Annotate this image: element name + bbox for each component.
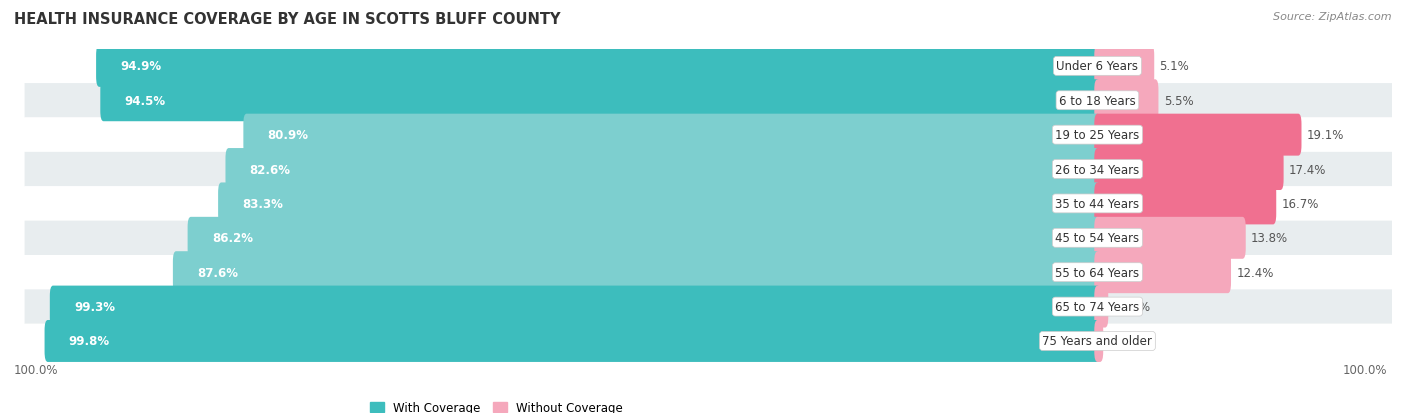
Text: 26 to 34 Years: 26 to 34 Years (1056, 163, 1139, 176)
FancyBboxPatch shape (1094, 252, 1232, 294)
FancyBboxPatch shape (1094, 217, 1246, 259)
FancyBboxPatch shape (24, 221, 1406, 255)
Text: 16.7%: 16.7% (1281, 197, 1319, 210)
Text: 94.5%: 94.5% (125, 95, 166, 107)
Text: 17.4%: 17.4% (1289, 163, 1326, 176)
Text: 13.8%: 13.8% (1251, 232, 1288, 245)
Text: 80.9%: 80.9% (267, 129, 308, 142)
Text: Under 6 Years: Under 6 Years (1056, 60, 1139, 73)
FancyBboxPatch shape (24, 324, 1406, 358)
Text: 45 to 54 Years: 45 to 54 Years (1056, 232, 1139, 245)
FancyBboxPatch shape (24, 50, 1406, 84)
Text: 6 to 18 Years: 6 to 18 Years (1059, 95, 1136, 107)
Text: 5.5%: 5.5% (1164, 95, 1194, 107)
FancyBboxPatch shape (1094, 183, 1277, 225)
FancyBboxPatch shape (173, 252, 1101, 294)
Text: 100.0%: 100.0% (1343, 363, 1386, 376)
FancyBboxPatch shape (1094, 46, 1154, 88)
Legend: With Coverage, Without Coverage: With Coverage, Without Coverage (370, 401, 623, 413)
Text: 75 Years and older: 75 Years and older (1042, 335, 1153, 348)
Text: 0.25%: 0.25% (1108, 335, 1146, 348)
FancyBboxPatch shape (187, 217, 1101, 259)
Text: 19 to 25 Years: 19 to 25 Years (1056, 129, 1139, 142)
FancyBboxPatch shape (24, 290, 1406, 324)
Text: 86.2%: 86.2% (212, 232, 253, 245)
Text: 12.4%: 12.4% (1236, 266, 1274, 279)
FancyBboxPatch shape (1094, 149, 1284, 190)
Text: 99.3%: 99.3% (75, 300, 115, 313)
FancyBboxPatch shape (24, 84, 1406, 118)
FancyBboxPatch shape (1094, 286, 1108, 328)
Text: 0.73%: 0.73% (1114, 300, 1150, 313)
Text: 65 to 74 Years: 65 to 74 Years (1056, 300, 1139, 313)
Text: 83.3%: 83.3% (242, 197, 283, 210)
FancyBboxPatch shape (100, 80, 1101, 122)
FancyBboxPatch shape (1094, 114, 1302, 156)
Text: 19.1%: 19.1% (1306, 129, 1344, 142)
FancyBboxPatch shape (225, 149, 1101, 190)
FancyBboxPatch shape (49, 286, 1101, 328)
Text: Source: ZipAtlas.com: Source: ZipAtlas.com (1274, 12, 1392, 22)
Text: 82.6%: 82.6% (250, 163, 291, 176)
FancyBboxPatch shape (243, 114, 1101, 156)
FancyBboxPatch shape (24, 255, 1406, 290)
FancyBboxPatch shape (24, 152, 1406, 187)
Text: 94.9%: 94.9% (121, 60, 162, 73)
Text: 100.0%: 100.0% (14, 363, 59, 376)
FancyBboxPatch shape (218, 183, 1101, 225)
Text: 35 to 44 Years: 35 to 44 Years (1056, 197, 1139, 210)
FancyBboxPatch shape (24, 187, 1406, 221)
Text: HEALTH INSURANCE COVERAGE BY AGE IN SCOTTS BLUFF COUNTY: HEALTH INSURANCE COVERAGE BY AGE IN SCOT… (14, 12, 561, 27)
Text: 5.1%: 5.1% (1160, 60, 1189, 73)
Text: 99.8%: 99.8% (69, 335, 110, 348)
FancyBboxPatch shape (96, 46, 1101, 88)
FancyBboxPatch shape (45, 320, 1101, 362)
Text: 87.6%: 87.6% (197, 266, 238, 279)
FancyBboxPatch shape (1094, 320, 1104, 362)
FancyBboxPatch shape (24, 118, 1406, 152)
Text: 55 to 64 Years: 55 to 64 Years (1056, 266, 1139, 279)
FancyBboxPatch shape (1094, 80, 1159, 122)
